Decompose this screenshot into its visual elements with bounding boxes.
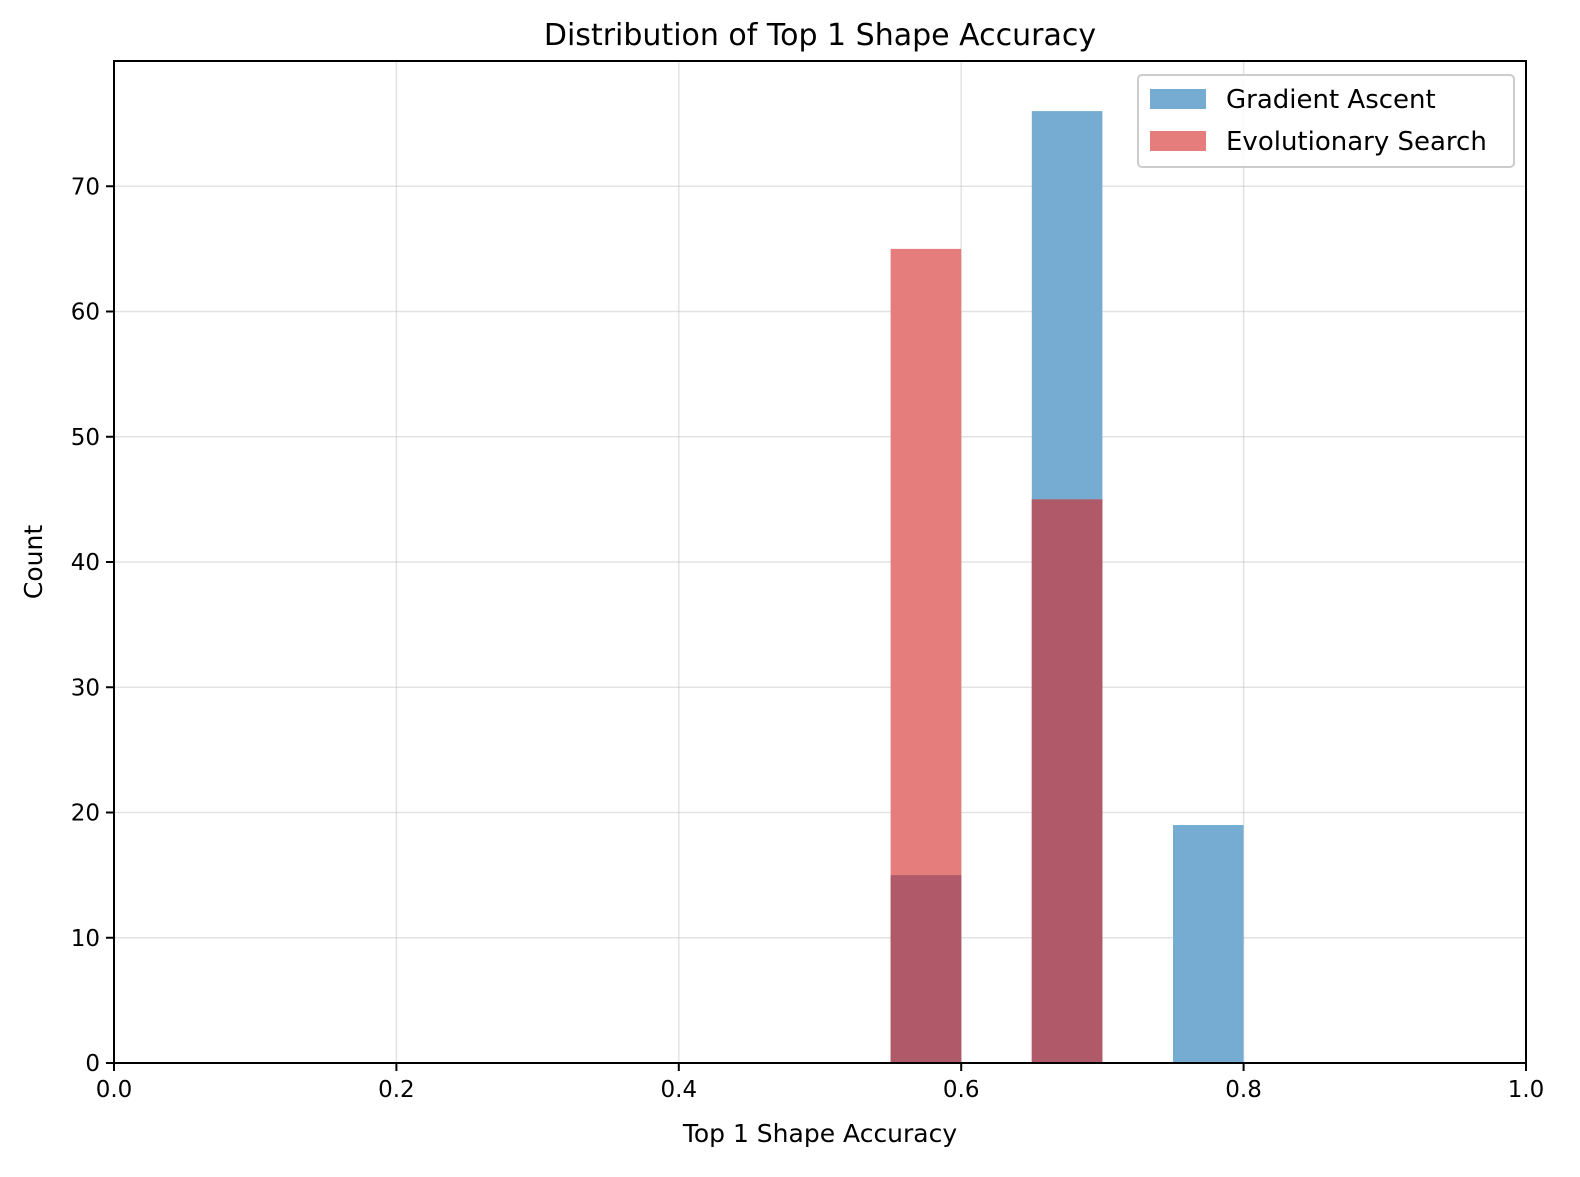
x-tick-label: 0.6 bbox=[943, 1077, 980, 1103]
y-tick-label: 10 bbox=[71, 926, 100, 952]
y-tick-label: 60 bbox=[71, 300, 100, 326]
x-axis-ticks: 0.0 0.2 0.4 0.6 0.8 1.0 bbox=[96, 1063, 1545, 1103]
legend: Gradient Ascent Evolutionary Search bbox=[1137, 74, 1515, 168]
y-tick-label: 70 bbox=[71, 174, 100, 200]
y-tick-label: 30 bbox=[71, 675, 100, 701]
x-tick-label: 0.4 bbox=[661, 1077, 698, 1103]
y-tick-label: 40 bbox=[71, 550, 100, 576]
chart-title: Distribution of Top 1 Shape Accuracy bbox=[544, 18, 1096, 53]
y-tick-label: 50 bbox=[71, 425, 100, 451]
x-tick-label: 0.2 bbox=[378, 1077, 415, 1103]
y-axis-title: Count bbox=[19, 525, 48, 599]
x-axis-title: Top 1 Shape Accuracy bbox=[682, 1119, 958, 1148]
overlap-bars bbox=[890, 499, 1103, 1063]
bar-overlap bbox=[1031, 499, 1103, 1063]
legend-label-gradient-ascent: Gradient Ascent bbox=[1226, 85, 1436, 115]
legend-box bbox=[1137, 74, 1515, 168]
legend-swatch-gradient-ascent bbox=[1150, 89, 1206, 109]
y-axis-ticks: 0 10 20 30 40 50 60 70 bbox=[71, 174, 114, 1077]
bar-overlap bbox=[890, 875, 962, 1063]
legend-swatch-evolutionary-search bbox=[1150, 131, 1206, 151]
x-tick-label: 0.0 bbox=[96, 1077, 133, 1103]
x-tick-label: 0.8 bbox=[1225, 1077, 1262, 1103]
legend-label-evolutionary-search: Evolutionary Search bbox=[1226, 127, 1487, 157]
x-tick-label: 1.0 bbox=[1508, 1077, 1545, 1103]
y-tick-label: 0 bbox=[85, 1051, 100, 1077]
y-tick-label: 20 bbox=[71, 801, 100, 827]
bar-gradient-ascent bbox=[1173, 825, 1244, 1063]
